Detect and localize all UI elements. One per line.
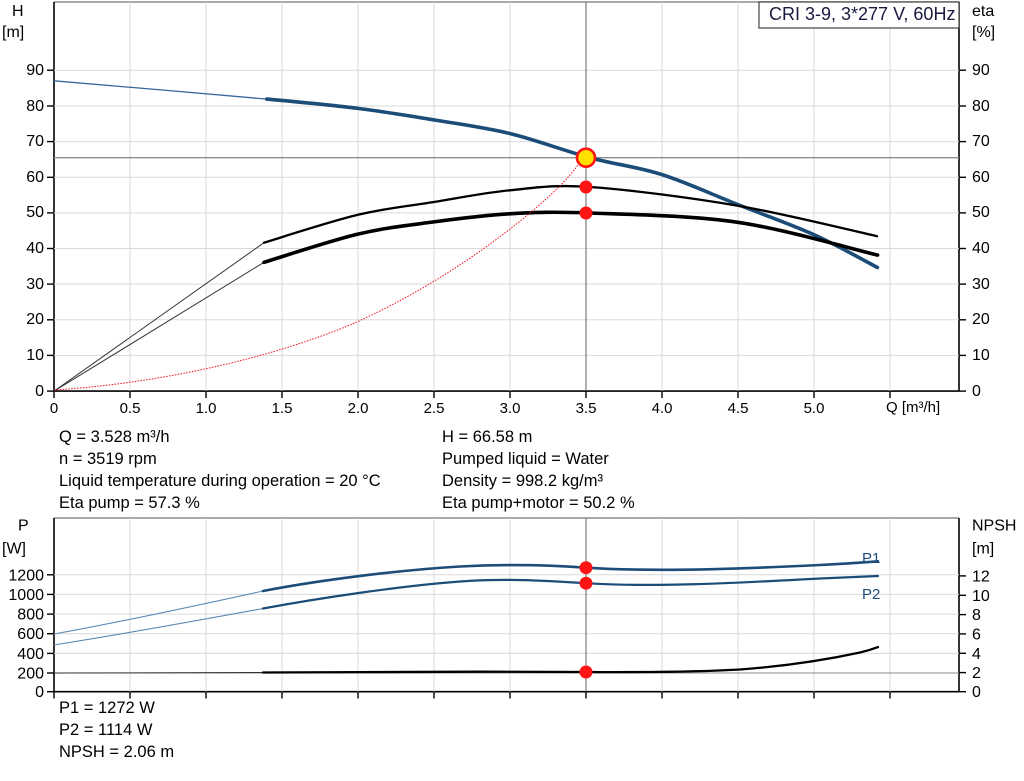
svg-text:[m]: [m] [2, 24, 24, 41]
svg-text:3.0: 3.0 [500, 400, 521, 417]
svg-text:70: 70 [972, 133, 990, 150]
svg-text:50: 50 [972, 204, 990, 221]
svg-text:80: 80 [26, 98, 44, 115]
svg-text:P1: P1 [862, 550, 880, 567]
svg-text:1.5: 1.5 [272, 400, 293, 417]
svg-text:2: 2 [972, 665, 981, 682]
svg-text:0: 0 [35, 684, 44, 701]
svg-text:Q = 3.528 m³/h: Q = 3.528 m³/h [59, 428, 170, 446]
svg-text:n = 3519 rpm: n = 3519 rpm [59, 450, 157, 468]
svg-text:2.0: 2.0 [348, 400, 369, 417]
svg-text:Pumped liquid = Water: Pumped liquid = Water [442, 450, 609, 468]
svg-text:30: 30 [972, 276, 990, 293]
svg-text:P1 = 1272 W: P1 = 1272 W [59, 699, 155, 717]
svg-text:[%]: [%] [972, 24, 995, 41]
svg-text:4: 4 [972, 646, 981, 663]
svg-text:2.5: 2.5 [424, 400, 445, 417]
svg-text:80: 80 [972, 98, 990, 115]
svg-text:4.5: 4.5 [728, 400, 749, 417]
svg-text:[W]: [W] [2, 541, 26, 558]
svg-text:10: 10 [972, 588, 990, 605]
svg-text:20: 20 [26, 311, 44, 328]
svg-text:Eta pump = 57.3 %: Eta pump = 57.3 % [59, 494, 200, 512]
svg-text:90: 90 [972, 62, 990, 79]
svg-text:P2: P2 [862, 586, 880, 603]
svg-text:60: 60 [972, 169, 990, 186]
svg-text:Q [m³/h]: Q [m³/h] [886, 399, 940, 416]
svg-text:90: 90 [26, 62, 44, 79]
svg-text:12: 12 [972, 568, 990, 585]
svg-text:NPSH = 2.06 m: NPSH = 2.06 m [59, 743, 174, 761]
svg-text:H = 66.58 m: H = 66.58 m [442, 428, 532, 446]
svg-text:200: 200 [17, 665, 44, 682]
svg-text:Eta pump+motor = 50.2 %: Eta pump+motor = 50.2 % [442, 494, 635, 512]
svg-text:eta: eta [972, 3, 994, 20]
svg-text:0: 0 [35, 383, 44, 400]
svg-text:800: 800 [17, 607, 44, 624]
svg-text:H: H [12, 3, 24, 20]
svg-text:40: 40 [26, 240, 44, 257]
svg-text:10: 10 [26, 347, 44, 364]
svg-text:3.5: 3.5 [576, 400, 597, 417]
svg-text:P: P [18, 518, 29, 535]
svg-text:60: 60 [26, 169, 44, 186]
svg-text:Liquid temperature during oper: Liquid temperature during operation = 20… [59, 472, 381, 490]
svg-text:1200: 1200 [8, 567, 44, 584]
svg-text:P2 = 1114 W: P2 = 1114 W [59, 721, 153, 739]
svg-text:30: 30 [26, 276, 44, 293]
svg-text:0: 0 [972, 383, 981, 400]
svg-text:40: 40 [972, 240, 990, 257]
svg-text:10: 10 [972, 347, 990, 364]
svg-text:6: 6 [972, 626, 981, 643]
svg-text:NPSH: NPSH [972, 518, 1016, 535]
svg-text:600: 600 [17, 626, 44, 643]
svg-text:70: 70 [26, 133, 44, 150]
svg-text:1.0: 1.0 [196, 400, 217, 417]
svg-text:8: 8 [972, 607, 981, 624]
svg-text:400: 400 [17, 646, 44, 663]
svg-text:50: 50 [26, 204, 44, 221]
svg-text:5.0: 5.0 [804, 400, 825, 417]
svg-text:Density = 998.2 kg/m³: Density = 998.2 kg/m³ [442, 472, 603, 490]
svg-text:[m]: [m] [972, 541, 994, 558]
svg-text:0: 0 [50, 400, 58, 417]
svg-text:0.5: 0.5 [120, 400, 141, 417]
svg-text:0: 0 [972, 684, 981, 701]
svg-text:1000: 1000 [8, 587, 44, 604]
svg-text:4.0: 4.0 [652, 400, 673, 417]
svg-text:CRI 3-9, 3*277 V, 60Hz: CRI 3-9, 3*277 V, 60Hz [769, 4, 955, 24]
svg-text:20: 20 [972, 311, 990, 328]
